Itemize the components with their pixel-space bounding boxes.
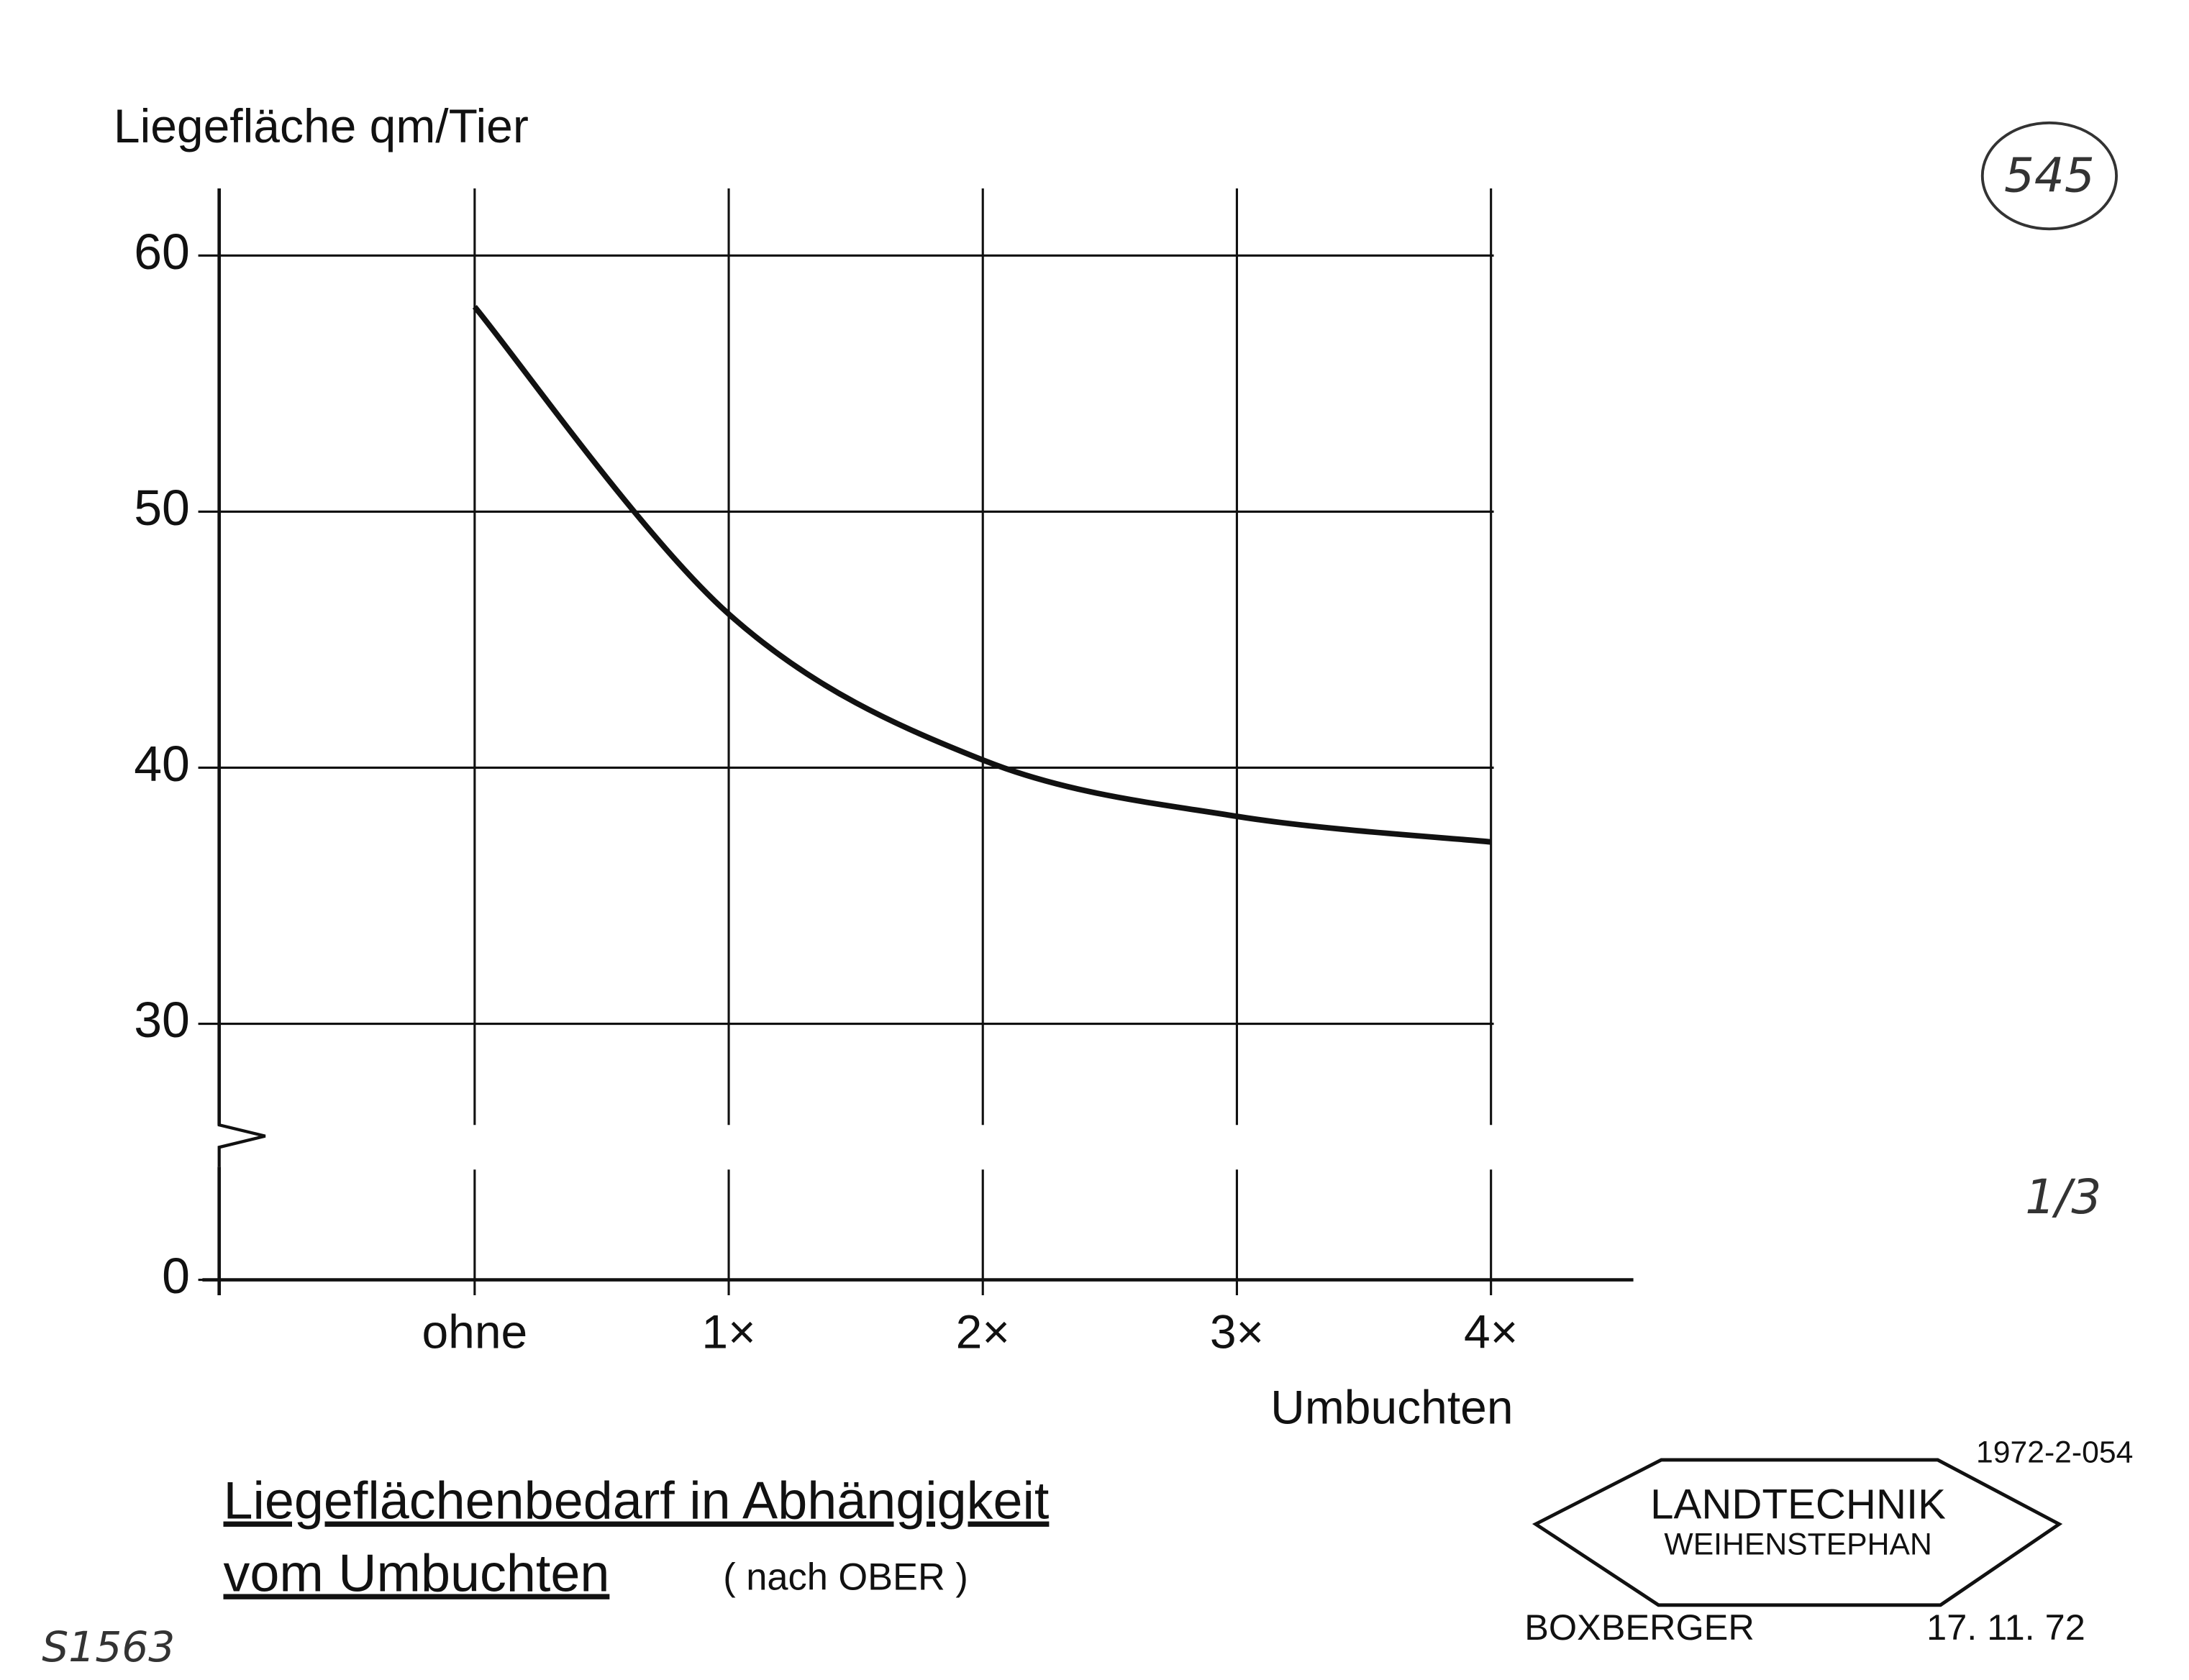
chart-title: Liegeflächenbedarf in Abhängigkeit bbox=[224, 1471, 1050, 1530]
page-number: 545 bbox=[2004, 147, 2095, 203]
archive-id: S1563 bbox=[42, 1622, 175, 1671]
y-tick-label: 0 bbox=[162, 1248, 190, 1304]
data-line bbox=[472, 305, 1492, 845]
chart-title: vom Umbuchten bbox=[224, 1543, 610, 1602]
y-tick-label: 50 bbox=[134, 480, 190, 536]
logo-frame bbox=[1532, 1458, 2063, 1607]
y-tick-label: 40 bbox=[134, 736, 190, 792]
logo-text: WEIHENSTEPHAN bbox=[1664, 1528, 1931, 1562]
author: BOXBERGER bbox=[1524, 1607, 1755, 1648]
axis-break bbox=[217, 1116, 266, 1167]
y-tick-label: 30 bbox=[134, 992, 190, 1048]
x-tick-label: 4× bbox=[1464, 1305, 1518, 1359]
source-note: ( nach OBER ) bbox=[723, 1557, 968, 1599]
x-tick-label: 3× bbox=[1210, 1305, 1264, 1359]
x-tick-label: 2× bbox=[956, 1305, 1010, 1359]
date: 17. 11. 72 bbox=[1926, 1607, 2085, 1648]
x-tick-label: 1× bbox=[701, 1305, 755, 1359]
fraction-note: 1/3 bbox=[2025, 1169, 2101, 1225]
x-axis-label: Umbuchten bbox=[1270, 1380, 1513, 1433]
y-axis-label: Liegefläche qm/Tier bbox=[114, 99, 529, 152]
logo-text: LANDTECHNIK bbox=[1650, 1481, 1946, 1528]
x-tick-label: ohne bbox=[422, 1305, 527, 1359]
page-circle bbox=[1980, 121, 2119, 231]
y-tick-label: 60 bbox=[134, 224, 190, 280]
drawing-code: 1972-2-054 bbox=[1976, 1435, 2133, 1469]
